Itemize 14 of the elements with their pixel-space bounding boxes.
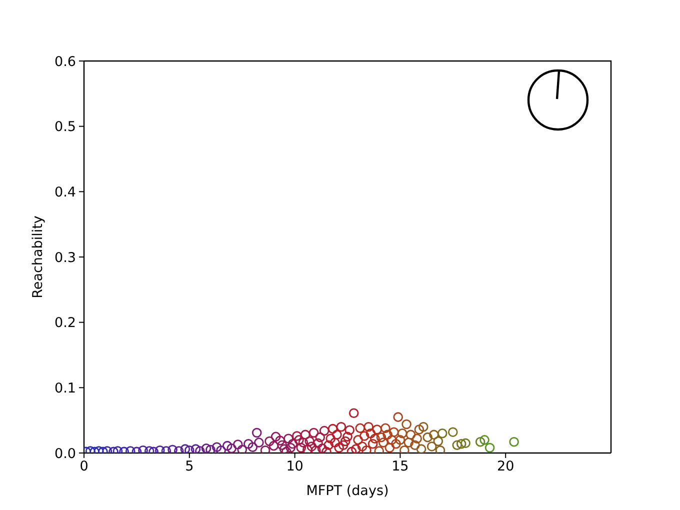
y-tick-label: 0.0 bbox=[54, 446, 76, 462]
y-tick-label: 0.6 bbox=[54, 54, 76, 70]
y-tick-label: 0.2 bbox=[54, 315, 76, 332]
x-tick-label: 15 bbox=[392, 458, 409, 475]
y-tick-label: 0.3 bbox=[54, 250, 76, 266]
y-axis-title: Reachability bbox=[30, 216, 46, 298]
x-tick-label: 20 bbox=[497, 458, 514, 475]
y-tick-label: 0.1 bbox=[54, 380, 76, 396]
y-tick-label: 0.5 bbox=[54, 119, 76, 136]
y-tick-label: 0.4 bbox=[54, 184, 76, 200]
x-tick-label: 10 bbox=[286, 458, 304, 475]
x-tick-label: 5 bbox=[185, 458, 194, 475]
x-axis-title: MFPT (days) bbox=[306, 482, 389, 499]
x-tick-label: 0 bbox=[80, 458, 88, 475]
